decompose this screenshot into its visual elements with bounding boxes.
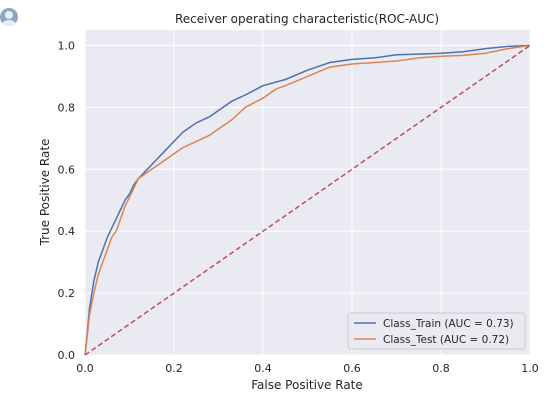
chance-diagonal-line (84, 44, 531, 356)
plot-background (85, 30, 530, 355)
x-tick-labels: 0.0 0.2 0.4 0.6 0.8 1.0 (76, 362, 539, 375)
legend-box (347, 312, 526, 350)
x-tick-label: 0.0 (76, 362, 94, 375)
y-tick-label: 0.4 (58, 225, 76, 238)
x-tick-label: 0.8 (432, 362, 450, 375)
y-tick-label: 0.6 (58, 163, 76, 176)
series-lines (84, 44, 531, 356)
y-tick-label: 1.0 (58, 39, 76, 52)
y-axis-label: True Positive Rate (38, 139, 52, 247)
chart-title: Receiver operating characteristic(ROC-AU… (175, 12, 439, 26)
grid-lines (84, 30, 531, 356)
avatar (0, 8, 18, 26)
x-axis-label: False Positive Rate (251, 378, 363, 392)
y-tick-labels: 0.0 0.2 0.4 0.6 0.8 1.0 (58, 39, 76, 362)
y-tick-label: 0.0 (58, 349, 76, 362)
x-tick-label: 0.4 (254, 362, 272, 375)
x-tick-label: 1.0 (521, 362, 539, 375)
avatar-body-shape (2, 20, 16, 26)
y-tick-label: 0.8 (58, 101, 76, 114)
y-tick-label: 0.2 (58, 287, 76, 300)
avatar-head-shape (5, 11, 13, 19)
legend-label: Class_Test (AUC = 0.72) (383, 334, 509, 346)
legend-label: Class_Train (AUC = 0.73) (383, 318, 514, 330)
legend: Class_Train (AUC = 0.73) Class_Test (AUC … (347, 312, 526, 350)
series-line-0 (84, 44, 531, 356)
x-tick-label: 0.2 (165, 362, 183, 375)
series-line-1 (84, 44, 531, 356)
x-tick-label: 0.6 (343, 362, 361, 375)
